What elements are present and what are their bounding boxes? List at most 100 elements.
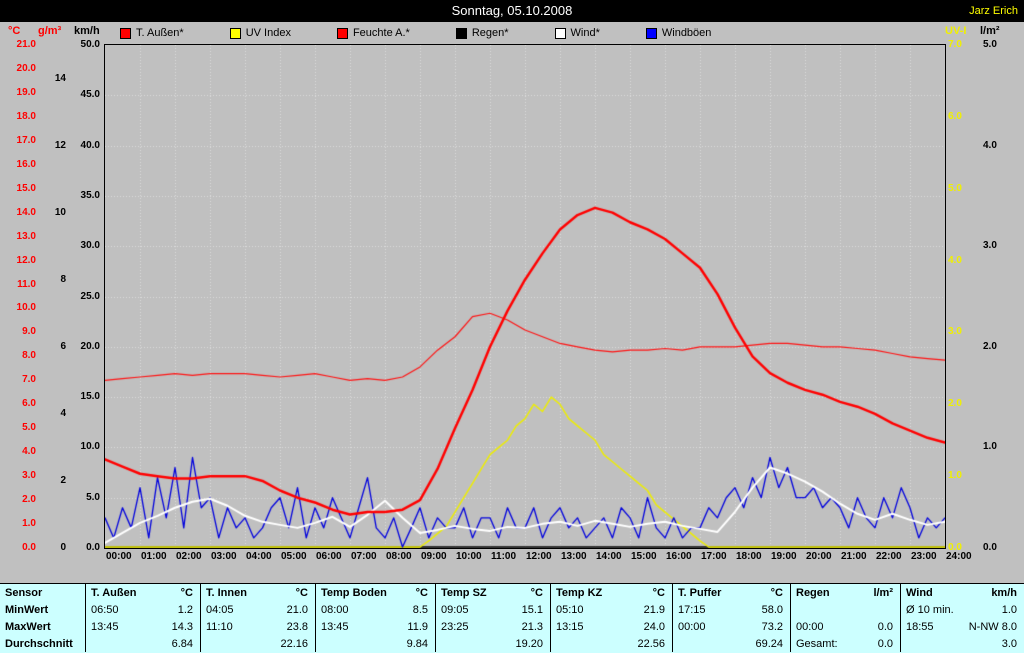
table-cell: 00:00 73.2 <box>672 618 790 635</box>
x-tick-label: 09:00 <box>421 551 447 562</box>
y-tick-label: 0.0 <box>86 542 100 553</box>
x-tick-label: 16:00 <box>666 551 692 562</box>
table-cell: Temp Boden °C <box>315 584 435 601</box>
table-cell: 3.0 <box>900 635 1024 652</box>
y-tick-label: 5.0 <box>22 422 36 434</box>
y-tick-label: 12 <box>54 139 66 151</box>
table-cell <box>790 601 900 618</box>
y-tick-label: 0.0 <box>948 542 962 553</box>
table-cell: 22.56 <box>550 635 672 652</box>
y-tick-label: 11.0 <box>17 278 36 290</box>
table-cell: 06:50 1.2 <box>85 601 200 618</box>
x-tick-label: 24:00 <box>946 551 972 562</box>
y-tick-label: 5.0 <box>86 491 100 503</box>
y-tick-label: 7.0 <box>948 39 962 50</box>
legend-label: Windböen <box>661 27 712 39</box>
table-cell: 05:10 21.9 <box>550 601 672 618</box>
x-tick-label: 23:00 <box>911 551 937 562</box>
legend-item: UV Index <box>229 27 291 39</box>
y-tick-label: 45.0 <box>80 89 100 101</box>
legend-label: Feuchte A.* <box>352 27 410 39</box>
y-tick-label: 5.0 <box>948 182 962 194</box>
x-tick-label: 11:00 <box>491 551 517 562</box>
page-title: Sonntag, 05.10.2008 <box>451 3 573 18</box>
y-tick-label: 16.0 <box>16 158 36 170</box>
y-tick-label: 10.0 <box>80 441 100 453</box>
x-tick-label: 14:00 <box>596 551 622 562</box>
stats-table: Sensor T. Außen °C T. Innen °C Temp Boden °C Te… <box>0 583 1024 653</box>
table-cell: 18:55 N-NW 8.0 <box>900 618 1024 635</box>
y-tick-label: 19.0 <box>16 86 36 98</box>
table-cell: 23:25 21.3 <box>435 618 550 635</box>
x-tick-label: 13:00 <box>561 551 587 562</box>
y-tick-label: 13.0 <box>16 230 36 242</box>
y-tick-label: 1.0 <box>948 470 962 482</box>
table-cell: Temp KZ °C <box>550 584 672 601</box>
y-tick-label: 20.0 <box>80 340 100 352</box>
table-cell: 19.20 <box>435 635 550 652</box>
axis-unit-label: UV-I <box>945 25 967 37</box>
y-tick-label: 10 <box>54 206 66 218</box>
table-cell: Ø 10 min. 1.0 <box>900 601 1024 618</box>
y-tick-label: 6.0 <box>22 398 36 410</box>
x-tick-label: 03:00 <box>211 551 237 562</box>
table-row-header: MaxWert <box>5 620 51 633</box>
x-tick-label: 04:00 <box>246 551 272 562</box>
x-tick-label: 01:00 <box>141 551 167 562</box>
table-cell: 9.84 <box>315 635 435 652</box>
table-cell: 22.16 <box>200 635 315 652</box>
y-tick-label: 25.0 <box>80 290 100 302</box>
table-cell: 09:05 15.1 <box>435 601 550 618</box>
legend-swatch-icon <box>455 27 467 39</box>
legend-item: Windböen <box>645 27 712 39</box>
y-tick-label: 20.0 <box>16 62 36 74</box>
axis-unit-label: g/m³ <box>38 25 62 37</box>
y-tick-label: 12.0 <box>16 254 36 266</box>
y-tick-label: 3.0 <box>22 470 36 482</box>
table-cell: T. Außen °C <box>85 584 200 601</box>
x-tick-label: 18:00 <box>736 551 762 562</box>
y-tick-label: 2.0 <box>948 398 962 410</box>
table-cell: 08:00 8.5 <box>315 601 435 618</box>
y-tick-label: 4.0 <box>22 446 36 458</box>
x-tick-label: 00:00 <box>106 551 132 562</box>
legend-item: T. Außen* <box>120 27 184 39</box>
plot-area <box>104 44 946 549</box>
legend-label: T. Außen* <box>136 27 184 39</box>
table-cell: 13:15 24.0 <box>550 618 672 635</box>
table-cell: Regen l/m² <box>790 584 900 601</box>
y-tick-label: 5.0 <box>983 39 997 50</box>
y-tick-label: 3.0 <box>983 240 997 252</box>
legend-label: UV Index <box>245 27 291 39</box>
y-tick-label: 15.0 <box>80 391 100 403</box>
y-tick-label: 40.0 <box>80 139 100 151</box>
table-cell: T. Innen °C <box>200 584 315 601</box>
y-tick-label: 0 <box>60 542 66 553</box>
axis-unit-label: km/h <box>74 25 100 37</box>
y-tick-label: 8 <box>60 273 66 285</box>
y-tick-label: 4 <box>60 407 66 419</box>
table-cell: 11:10 23.8 <box>200 618 315 635</box>
table-cell: Wind km/h <box>900 584 1024 601</box>
y-tick-label: 7.0 <box>22 374 36 386</box>
axis-unit-label: °C <box>8 25 21 37</box>
table-cell: 00:00 0.0 <box>790 618 900 635</box>
table-cell: T. Puffer °C <box>672 584 790 601</box>
x-tick-label: 06:00 <box>316 551 342 562</box>
x-tick-label: 20:00 <box>806 551 832 562</box>
y-tick-label: 1.0 <box>22 518 36 530</box>
y-tick-label: 2.0 <box>22 494 36 506</box>
title-bar: Sonntag, 05.10.2008 Jarz Erich <box>0 0 1024 22</box>
y-tick-label: 14 <box>54 72 66 84</box>
x-tick-label: 22:00 <box>876 551 902 562</box>
table-cell: 13:45 11.9 <box>315 618 435 635</box>
legend-item: Feuchte A.* <box>336 27 410 39</box>
y-tick-label: 9.0 <box>22 326 36 338</box>
legend-label: Wind* <box>570 27 600 39</box>
legend-item: Regen* <box>455 27 509 39</box>
legend-label: Regen* <box>471 27 509 39</box>
chart-canvas <box>105 45 945 548</box>
table-cell: 04:05 21.0 <box>200 601 315 618</box>
legend-swatch-icon <box>229 27 241 39</box>
